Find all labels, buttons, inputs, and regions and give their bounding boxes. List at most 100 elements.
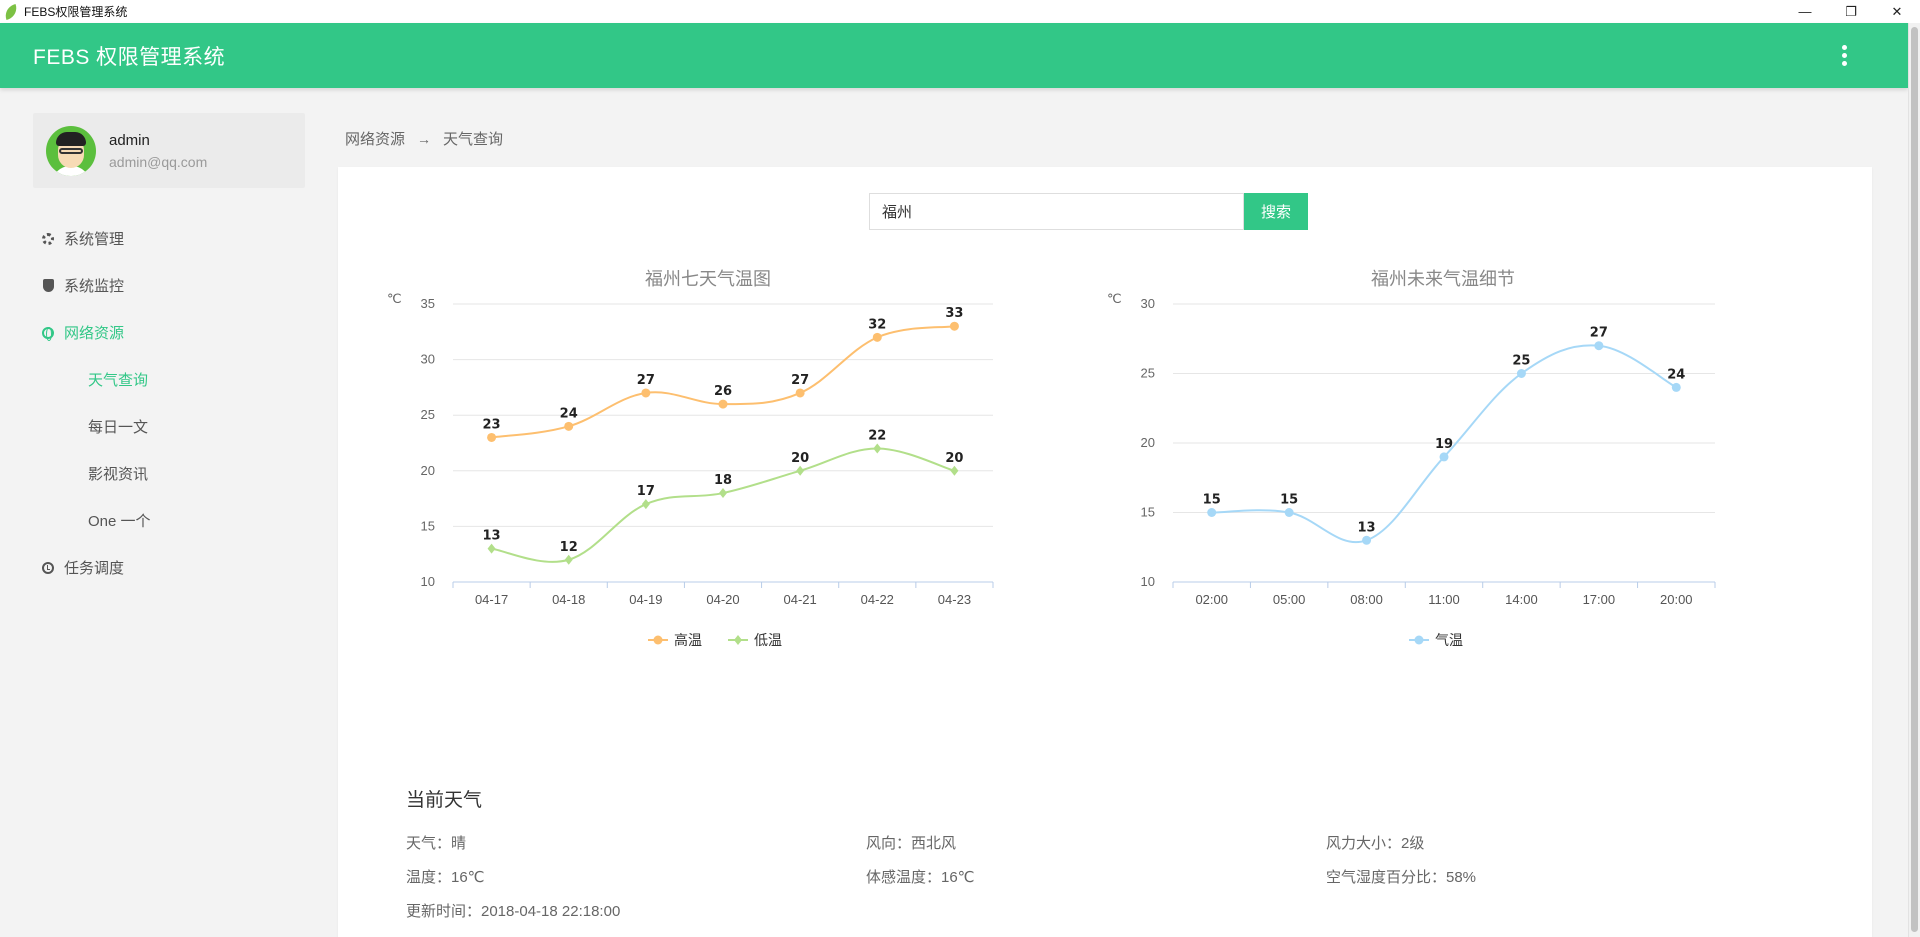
data-label: 13 xyxy=(483,529,501,544)
update-time: 更新时间：2018-04-18 22:18:00 xyxy=(406,903,621,920)
close-window-button[interactable]: ✕ xyxy=(1891,3,1903,19)
y-axis-unit: ℃ xyxy=(1107,291,1122,306)
app-header: FEBS 权限管理系统 xyxy=(0,23,1908,88)
data-label: 20 xyxy=(945,451,963,466)
data-label: 24 xyxy=(1667,367,1685,382)
sidebar-item-label: 系统管理 xyxy=(64,231,125,248)
x-tick-label: 04-23 xyxy=(938,592,971,607)
sidebar-item-label: 任务调度 xyxy=(64,560,125,577)
wind-direction: 风向：西北风 xyxy=(866,835,957,852)
sidebar-item-network-resources[interactable]: 网络资源 xyxy=(33,309,305,356)
weather-condition: 天气：晴 xyxy=(406,835,467,852)
data-label: 26 xyxy=(714,384,732,399)
seven-day-chart-svg: ℃ 10 15 20 25 30 35 04-17 04-18 04-19 04-20 04-21 04… xyxy=(387,291,994,648)
data-point xyxy=(487,543,496,554)
data-point xyxy=(1207,508,1217,517)
data-label: 22 xyxy=(868,429,886,444)
legend-label: 气温 xyxy=(1435,632,1463,648)
sidebar-subitem-one[interactable]: One 一个 xyxy=(88,513,151,530)
user-email: admin@qq.com xyxy=(109,153,208,170)
sidebar-subitem-movie-news[interactable]: 影视资讯 xyxy=(88,466,149,483)
x-tick-label: 02:00 xyxy=(1195,592,1228,607)
sidebar-subitem-weather[interactable]: 天气查询 xyxy=(88,372,149,389)
hourly-chart-svg: ℃ 10 15 20 25 30 02:00 05:00 08:00 11:00 14:00 17:0… xyxy=(1107,291,1716,648)
breadcrumb-parent[interactable]: 网络资源 xyxy=(345,131,406,148)
data-label: 27 xyxy=(1590,326,1608,341)
weather-card: 搜索 福州七天气温图 ℃ 10 15 20 25 30 35 04-17 04-18 04-19 0… xyxy=(338,167,1872,937)
sidebar-item-label: 网络资源 xyxy=(64,325,125,342)
city-search-input[interactable] xyxy=(869,193,1244,230)
data-point xyxy=(1671,382,1681,392)
user-info: admin admin@qq.com xyxy=(109,132,207,170)
data-label: 25 xyxy=(1512,354,1530,369)
data-point xyxy=(719,488,727,499)
data-label: 13 xyxy=(1358,520,1376,535)
data-point xyxy=(1516,369,1526,378)
current-weather: 当前天气 天气：晴 风向：西北风 风力大小：2级 温度：16℃ 体感温度：16℃… xyxy=(406,785,1806,921)
globe-icon xyxy=(41,326,55,341)
data-point xyxy=(718,399,728,409)
data-point xyxy=(796,465,805,476)
app-brand[interactable]: FEBS 权限管理系统 xyxy=(33,45,226,69)
data-label: 17 xyxy=(637,484,655,499)
x-tick-label: 05:00 xyxy=(1273,592,1306,607)
data-label: 23 xyxy=(483,417,501,432)
current-weather-grid: 天气：晴 风向：西北风 风力大小：2级 温度：16℃ 体感温度：16℃ 空气湿度… xyxy=(406,832,1806,921)
page-scrollbar[interactable] xyxy=(1908,23,1920,937)
x-tick-label: 08:00 xyxy=(1350,592,1383,607)
y-tick-label: 10 xyxy=(421,574,435,589)
x-tick-label: 04-22 xyxy=(861,592,894,607)
avatar[interactable] xyxy=(46,125,96,176)
sidebar-item-system-monitor[interactable]: 系统监控 xyxy=(33,262,305,309)
sidebar-item-label: 系统监控 xyxy=(64,278,125,295)
data-point xyxy=(641,388,651,398)
data-label: 12 xyxy=(560,540,578,555)
legend-swatch xyxy=(1414,635,1424,645)
hourly-chart: 福州未来气温细节 ℃ 10 15 20 25 30 02:00 05:00 08:00 11:00… xyxy=(1083,265,1803,665)
window-titlebar: FEBS权限管理系统 — ❐ ✕ xyxy=(0,0,1920,23)
y-tick-label: 15 xyxy=(421,518,435,533)
legend-label: 高温 xyxy=(674,632,702,648)
temperature: 温度：16℃ xyxy=(406,869,485,886)
wind-power: 风力大小：2级 xyxy=(1326,835,1425,852)
data-point xyxy=(873,443,882,454)
minimize-button[interactable]: — xyxy=(1798,4,1812,19)
scrollbar-thumb[interactable] xyxy=(1911,27,1918,932)
x-tick-label: 04-21 xyxy=(784,592,817,607)
user-name: admin xyxy=(109,131,150,149)
current-weather-heading: 当前天气 xyxy=(406,790,483,811)
feels-like-temperature: 体感温度：16℃ xyxy=(866,869,975,886)
legend-swatch xyxy=(734,635,742,645)
sidebar-subitem-daily-article[interactable]: 每日一文 xyxy=(88,419,149,436)
data-point xyxy=(564,554,573,565)
breadcrumb-current: 天气查询 xyxy=(443,131,504,148)
data-label: 15 xyxy=(1203,493,1221,508)
window-title: FEBS权限管理系统 xyxy=(24,5,128,19)
seven-day-chart: 福州七天气温图 ℃ 10 15 20 25 30 35 04-17 04-18 04-19 04-2… xyxy=(363,265,1053,665)
y-tick-label: 30 xyxy=(1141,296,1155,311)
x-tick-label: 11:00 xyxy=(1428,592,1460,607)
x-tick-label: 04-17 xyxy=(475,592,508,607)
data-label: 24 xyxy=(560,406,578,421)
data-label: 27 xyxy=(791,373,809,388)
legend-label: 低温 xyxy=(754,632,782,648)
y-tick-label: 30 xyxy=(421,352,435,367)
x-tick-label: 14:00 xyxy=(1505,592,1538,607)
data-point xyxy=(487,432,497,442)
more-vert-icon[interactable] xyxy=(1842,45,1848,66)
breadcrumb-arrow-icon: → xyxy=(417,130,432,147)
breadcrumb: 网络资源 → 天气查询 xyxy=(345,128,503,149)
data-point xyxy=(1594,341,1604,351)
data-label: 20 xyxy=(791,451,809,466)
sidebar-item-job-scheduling[interactable]: 任务调度 xyxy=(33,544,305,591)
search-button[interactable]: 搜索 xyxy=(1244,193,1308,230)
y-tick-label: 15 xyxy=(1141,505,1155,520)
chart-title: 福州七天气温图 xyxy=(645,269,771,289)
shield-icon xyxy=(41,279,55,293)
gear-icon xyxy=(41,232,55,246)
data-label: 33 xyxy=(945,306,963,321)
data-label: 27 xyxy=(637,373,655,388)
y-tick-label: 25 xyxy=(421,407,435,422)
restore-button[interactable]: ❐ xyxy=(1845,3,1857,19)
sidebar-item-system-management[interactable]: 系统管理 xyxy=(33,215,305,262)
